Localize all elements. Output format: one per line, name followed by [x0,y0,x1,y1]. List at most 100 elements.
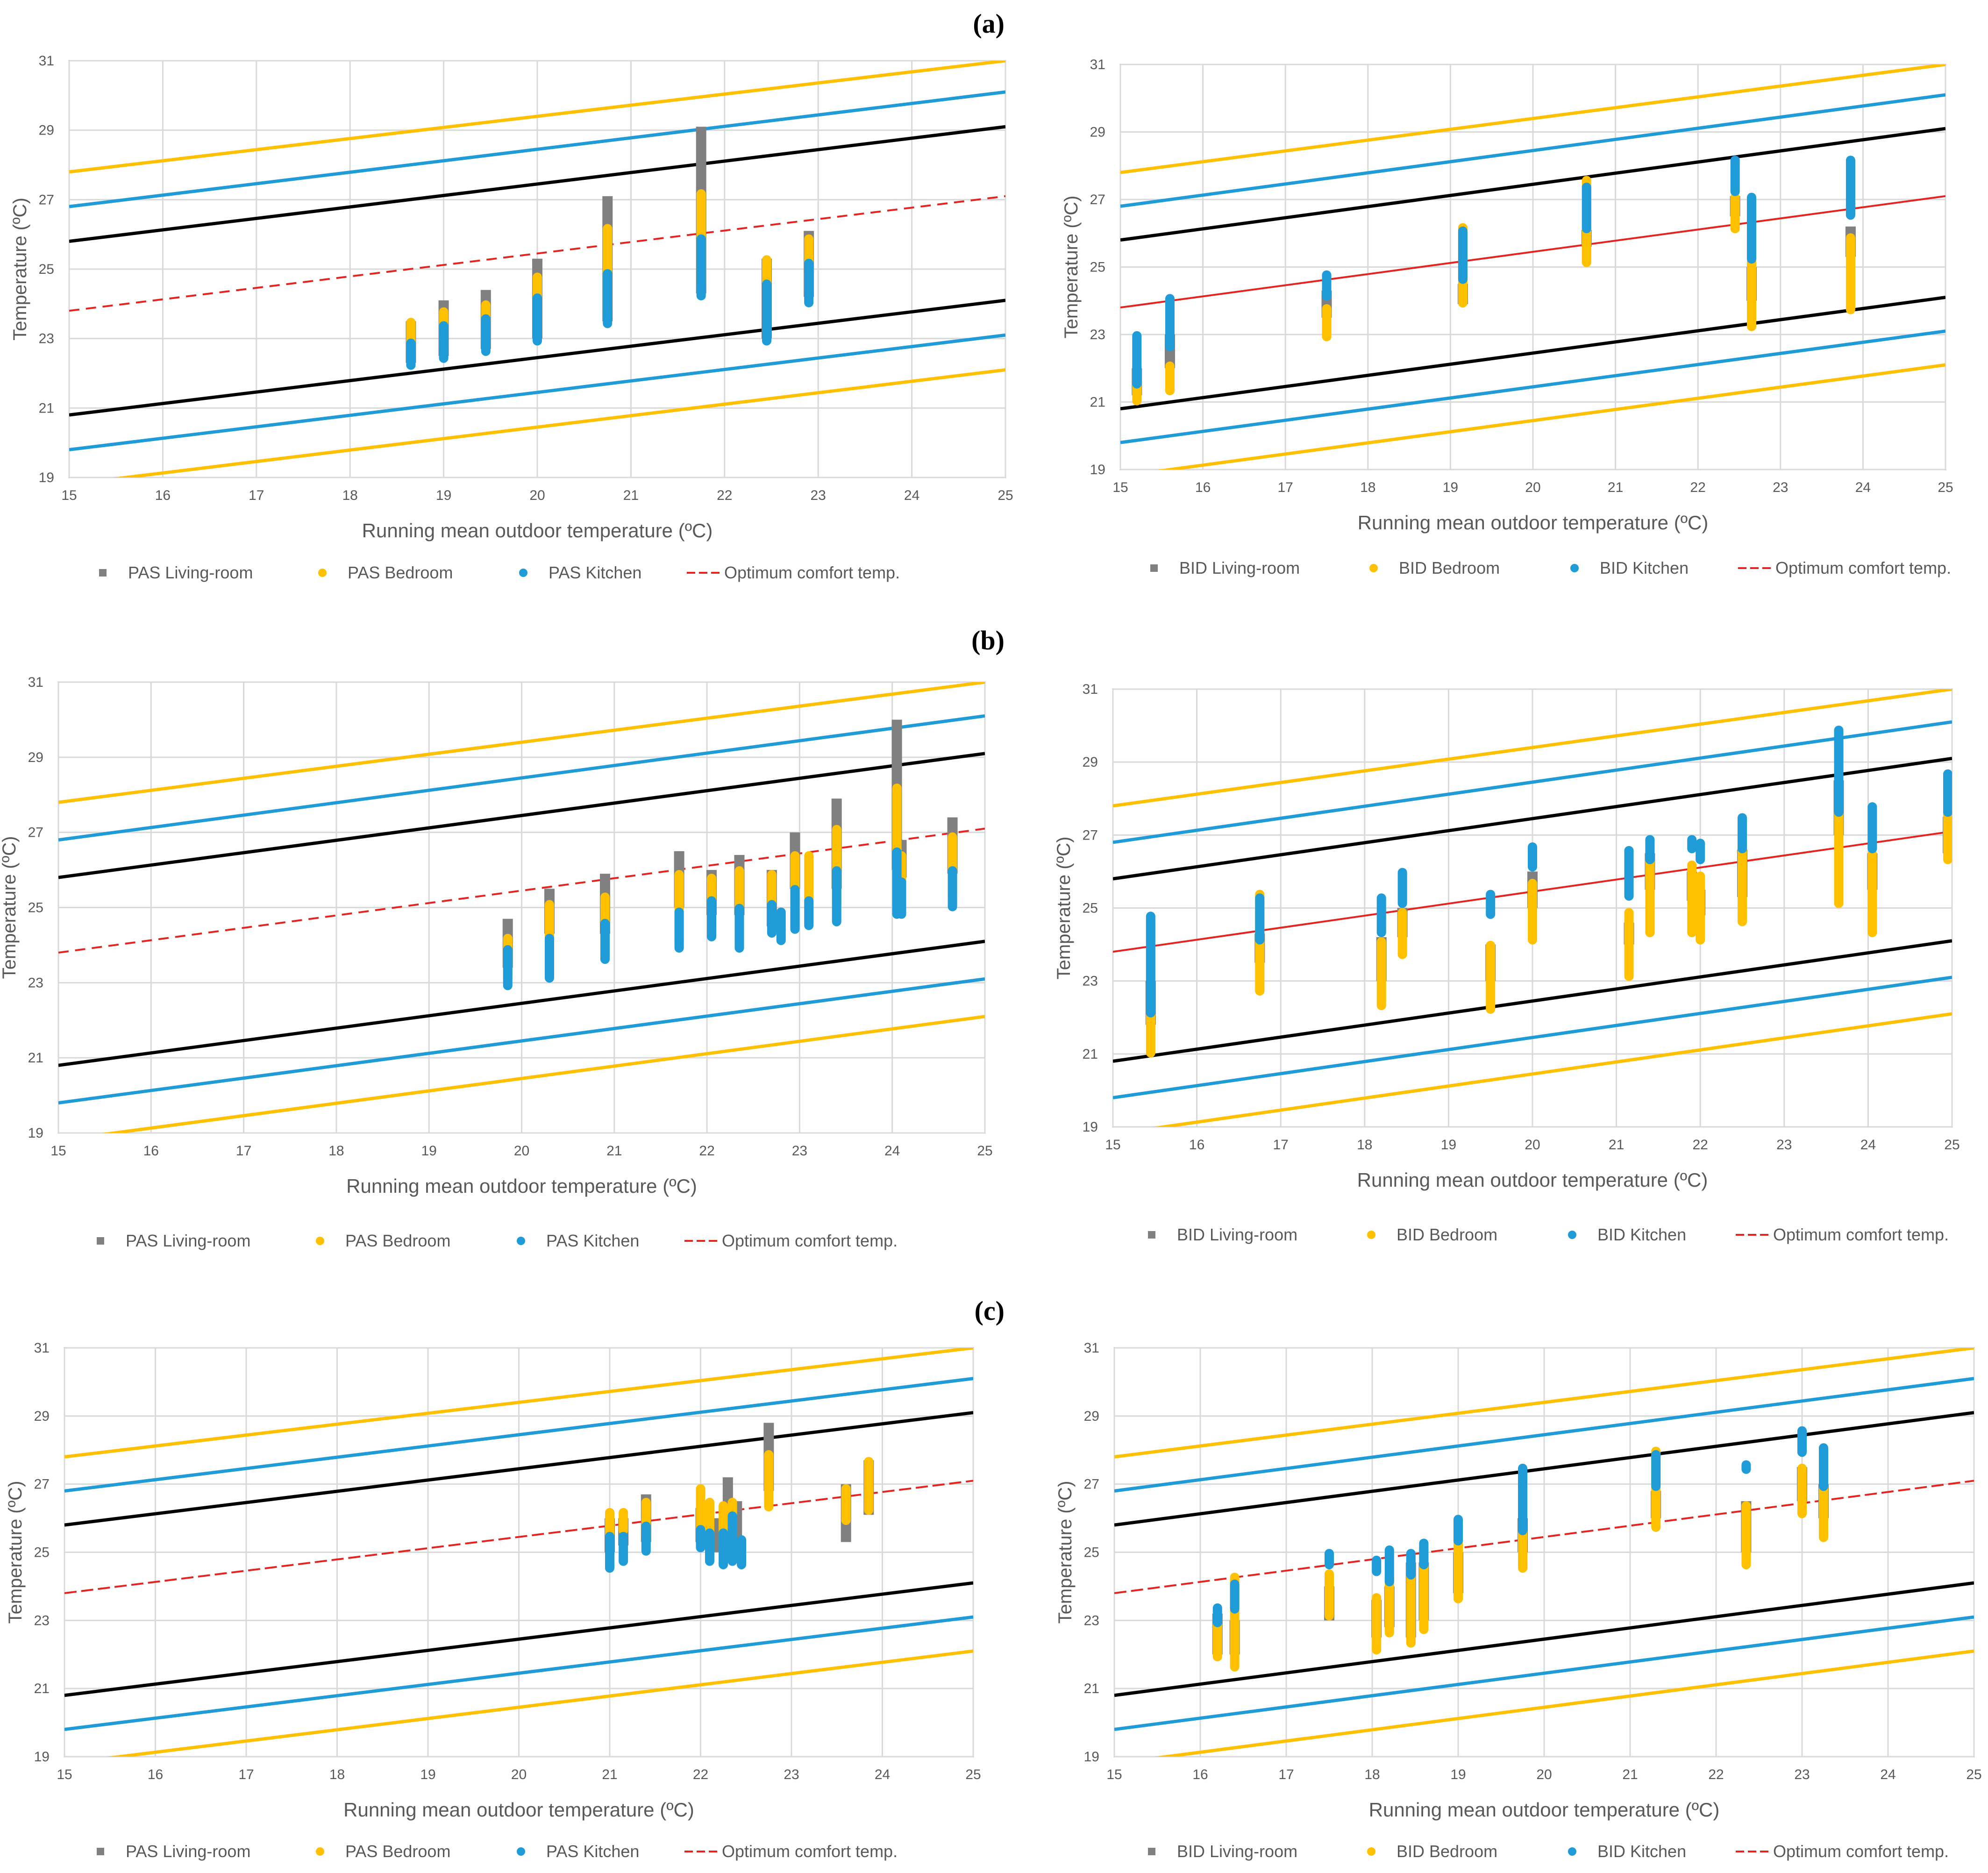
legend-marker-bedroom [1367,1231,1375,1239]
x-tick-label: 15 [1106,1767,1122,1782]
optimum-comfort-line [69,195,1005,312]
x-tick-label: 22 [699,1143,714,1159]
legend-label: PAS Kitchen [546,1231,639,1250]
legend-label: BID Bedroom [1399,558,1500,577]
series-pas-kitchen [503,847,957,990]
data-point-column [1624,846,1634,901]
legend: BID Living-room BID Bedroom BID Kitchen Opt… [1150,558,1951,577]
x-tick-label: 15 [61,488,77,503]
data-point-column [1624,908,1634,981]
y-tick-label: 29 [34,1409,50,1424]
row-label-a: (a) [973,8,1005,39]
data-point-column [1730,156,1740,196]
data-point-column [1819,1474,1828,1542]
x-tick-label: 22 [1693,1137,1708,1153]
y-tick-label: 23 [1084,1613,1099,1628]
x-tick-label: 19 [1450,1767,1466,1782]
data-point-column [897,877,906,919]
data-point-column [1582,182,1591,234]
optimum-comfort-line [64,1480,973,1594]
x-tick-label: 18 [1357,1137,1372,1153]
y-tick-label: 19 [1090,462,1105,477]
data-point-column [1419,1538,1429,1569]
x-tick-label: 19 [421,1143,437,1159]
data-point-column [841,1484,851,1525]
x-tick-label: 24 [875,1767,890,1782]
x-axis-title: Running mean outdoor temperature (ºC) [1369,1799,1720,1821]
y-tick-label: 21 [34,1681,50,1696]
comfort-line-cat-I-upper [1120,127,1945,242]
y-tick-label: 31 [39,53,54,69]
comfort-line-cat-I-upper [1114,1411,1974,1527]
comfort-line-cat-I-lower [64,1581,973,1697]
x-tick-label: 23 [1794,1767,1810,1782]
y-tick-label: 19 [1084,1749,1099,1765]
y-tick-label: 31 [1083,682,1098,697]
chart-a-BID: 15 16 17 18 19 20 21 22 23 24 25 19 21 23 25 27 29 31 Runn… [1061,57,1953,577]
data-point-column [1146,1010,1155,1058]
x-tick-label: 16 [148,1767,163,1782]
data-point-column [533,293,542,346]
data-point-column [705,1497,714,1539]
comfort-line-cat-II-upper [1114,1377,1974,1493]
y-axis-title: Temperature (ºC) [1055,1481,1076,1624]
legend-label: PAS Kitchen [546,1842,639,1861]
y-axis-title: Temperature (ºC) [0,836,20,979]
x-tick-label: 19 [1441,1137,1456,1153]
data-point-column [1397,908,1407,959]
data-point-column [762,279,771,346]
data-point-column [641,1521,651,1556]
y-tick-label: 31 [28,675,43,690]
data-point-column [1528,879,1537,945]
comfort-line-cat-I-upper [58,752,985,879]
x-tick-label: 25 [1966,1767,1981,1782]
data-point-column [1696,871,1705,945]
data-point-column [503,945,513,990]
legend-marker-bedroom [316,1237,324,1245]
legend-marker-living-room [97,1237,104,1245]
y-tick-label: 21 [1084,1681,1099,1696]
x-tick-label: 24 [1880,1767,1895,1782]
data-point-column [1687,835,1697,854]
x-tick-label: 16 [155,488,171,503]
data-point-column [1738,842,1747,926]
y-tick-label: 21 [28,1050,43,1066]
data-point-column [707,896,717,941]
x-tick-label: 22 [1690,480,1706,495]
comfort-line-cat-II-lower [1113,976,1952,1099]
data-point-column [1645,853,1655,937]
data-point-column [674,907,684,953]
data-point-column [832,866,841,926]
data-point-column [1165,361,1175,396]
comfort-line-cat-III-lower [1154,1649,1974,1757]
data-point-column [776,907,786,945]
x-tick-label: 15 [50,1143,66,1159]
data-point-column [1212,1603,1222,1627]
legend: BID Living-room BID Bedroom BID Kitchen Opt… [1148,1225,1949,1244]
row-label-b: (b) [971,625,1005,655]
data-point-column [948,866,957,912]
comfort-line-cat-III-upper [1114,1348,1974,1459]
y-axis-title: Temperature (ºC) [1061,196,1082,339]
x-tick-label: 17 [238,1767,254,1782]
x-tick-label: 21 [1609,1137,1624,1153]
y-tick-label: 21 [1083,1047,1098,1062]
legend: BID Living-room BID Bedroom BID Kitchen Opt… [1148,1842,1949,1861]
x-tick-label: 20 [511,1767,527,1782]
comfort-line-cat-II-upper [64,1377,973,1493]
y-tick-label: 29 [39,123,54,138]
comfort-line-cat-II-upper [69,90,1005,208]
comfort-line-cat-I-lower [1120,296,1945,411]
x-tick-label: 23 [792,1143,807,1159]
legend-label: PAS Living-room [128,563,253,582]
legend-marker-bedroom [1369,564,1378,572]
data-point-column [544,933,554,983]
x-tick-label: 20 [1525,1137,1540,1153]
x-tick-label: 21 [1608,480,1623,495]
data-point-column [439,321,449,363]
legend-label: PAS Living-room [126,1231,250,1250]
y-tick-label: 29 [1083,755,1098,770]
comfort-line-cat-I-lower [1113,939,1952,1063]
plot-area [1114,1348,1974,1757]
comfort-line-cat-I-lower [1114,1581,1974,1697]
